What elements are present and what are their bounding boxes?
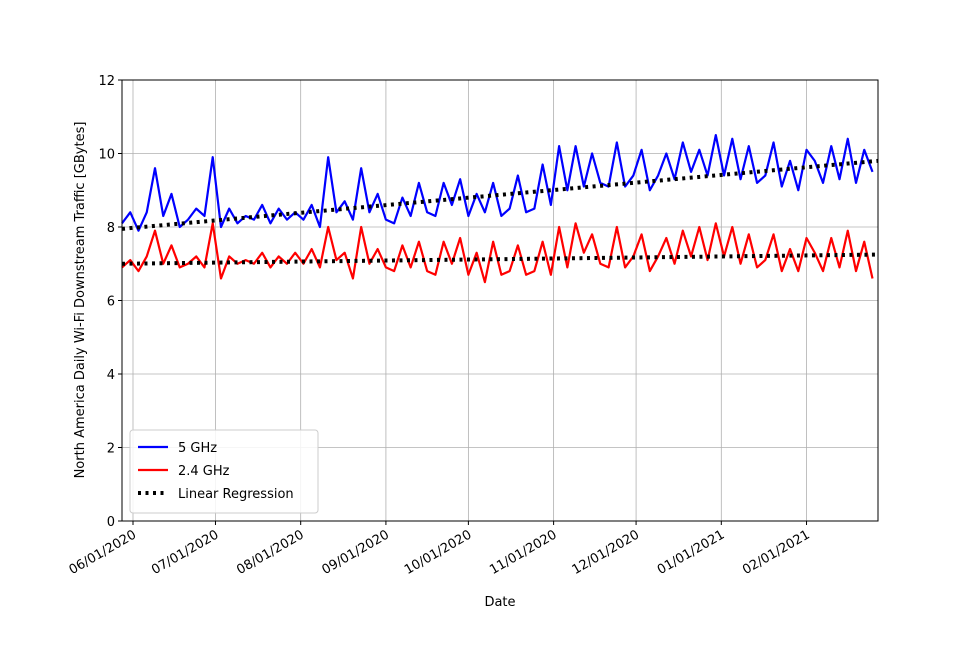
x-axis-label: Date [484,595,515,610]
x-tick-label: 01/01/2021 [655,527,727,577]
y-tick-label: 10 [98,148,115,163]
x-tick-label: 12/01/2020 [570,527,642,577]
legend-label: 5 GHz [178,441,217,456]
y-tick-label: 2 [107,442,115,457]
legend-label: Linear Regression [178,487,294,502]
x-tick-label: 02/01/2021 [740,527,812,577]
series-line [121,252,879,266]
x-tick-label: 09/01/2020 [320,527,392,577]
legend-box [129,429,319,514]
y-tick-label: 6 [107,295,115,310]
legend: 5 GHz 2.4 GHz Linear Regression [129,429,319,514]
series-line [121,134,874,232]
x-tick-label: 10/01/2020 [402,527,474,577]
legend-label: 2.4 GHz [178,464,230,479]
series-line [121,222,874,284]
y-tick-label: 4 [107,368,115,383]
series-line [121,158,879,231]
x-tick-label: 08/01/2020 [234,527,306,577]
y-tick-label: 0 [107,515,115,530]
x-tick-label: 11/01/2020 [487,527,559,577]
x-tick-label: 06/01/2020 [67,527,139,577]
y-tick-label: 12 [98,74,115,89]
y-axis-label: North America Daily Wi-Fi Downstream Tra… [73,122,88,479]
x-tick-label: 07/01/2020 [149,527,221,577]
plot-frame [121,79,879,522]
y-tick-label: 8 [107,221,115,236]
